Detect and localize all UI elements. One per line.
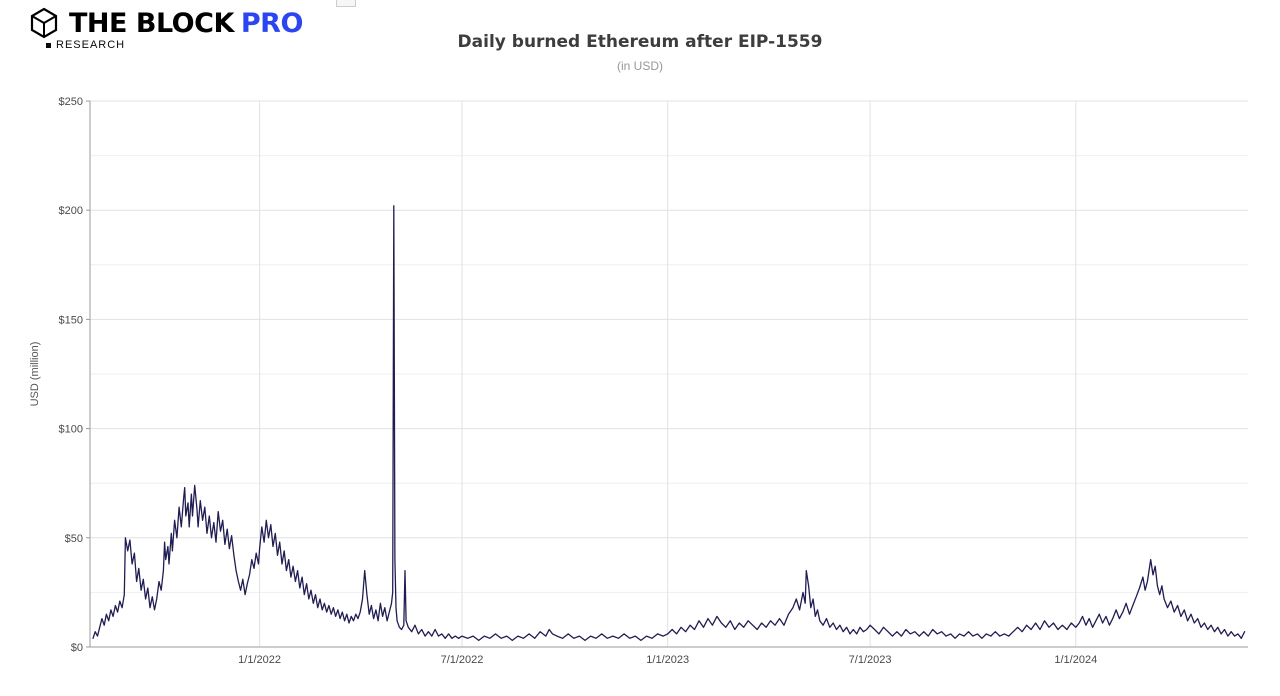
the-block-pro-logo: THE BLOCK PRO <box>28 7 303 39</box>
x-axis-tick-label: 1/1/2023 <box>646 654 689 666</box>
logo-pro-text: PRO <box>240 7 304 39</box>
y-axis-tick-label: $100 <box>59 424 83 436</box>
chart-title: Daily burned Ethereum after EIP-1559 <box>457 32 823 52</box>
the-block-cube-icon <box>30 7 58 39</box>
logo-wordmark: THE BLOCK PRO <box>69 8 303 39</box>
y-axis-tick-label: $50 <box>65 533 83 545</box>
research-label: RESEARCH <box>46 39 125 51</box>
x-axis-tick-label: 1/1/2022 <box>238 654 281 666</box>
chart-subtitle: (in USD) <box>616 59 663 73</box>
y-axis-tick-label: $0 <box>71 642 83 654</box>
top-edge-artifact <box>336 0 356 7</box>
y-axis-tick-label: $250 <box>59 96 83 108</box>
research-text: RESEARCH <box>56 39 126 51</box>
y-axis-title: USD (million) <box>29 342 41 407</box>
y-axis-tick-label: $200 <box>59 205 83 217</box>
x-axis-tick-label: 1/1/2024 <box>1054 654 1097 666</box>
burn-line-series <box>92 205 1246 642</box>
research-bullet-icon <box>46 42 51 48</box>
logo-the-block-text: THE BLOCK <box>69 7 234 39</box>
x-axis-tick-label: 7/1/2023 <box>849 654 892 666</box>
y-axis-tick-label: $150 <box>59 314 83 326</box>
x-axis-tick-label: 7/1/2022 <box>441 654 484 666</box>
